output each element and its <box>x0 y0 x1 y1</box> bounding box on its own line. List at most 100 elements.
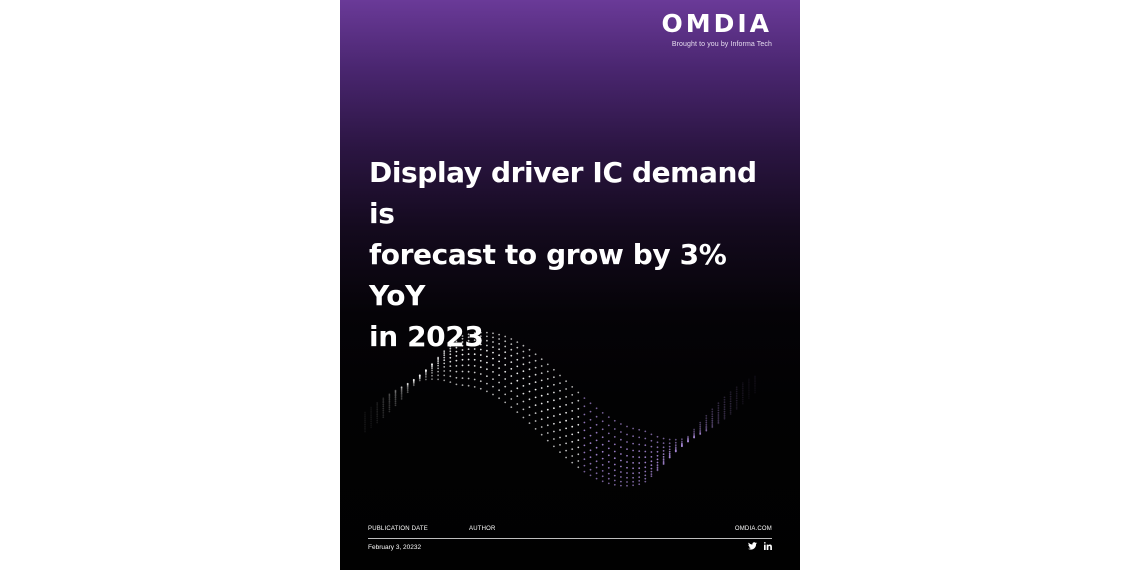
wave-dot <box>577 453 580 456</box>
wave-dot <box>613 483 616 486</box>
wave-dot <box>693 430 695 433</box>
wave-dot <box>486 355 488 358</box>
wave-dot <box>504 401 507 404</box>
wave-dot <box>553 383 555 386</box>
wave-dot <box>717 421 720 423</box>
wave-dot <box>553 430 555 433</box>
wave-dot <box>741 398 744 401</box>
wave-dot <box>553 399 555 402</box>
social-links <box>748 542 772 550</box>
wave-dot <box>443 379 446 382</box>
wave-dot <box>388 410 391 413</box>
wave-dot <box>601 428 604 431</box>
wave-dot <box>565 388 567 390</box>
wave-dot <box>449 365 452 367</box>
wave-dot <box>656 466 659 469</box>
wave-dot <box>406 383 409 386</box>
wave-dot <box>473 358 476 361</box>
wave-dot <box>437 378 439 381</box>
wave-dot <box>449 347 452 350</box>
linkedin-icon[interactable] <box>764 542 772 550</box>
wave-dot <box>364 423 366 426</box>
website-label[interactable]: OMDIA.COM <box>734 526 772 532</box>
wave-dot <box>729 400 732 403</box>
wave-dot <box>577 446 580 449</box>
wave-dot <box>455 350 458 353</box>
wave-dot <box>638 480 641 482</box>
wave-dot <box>595 460 598 463</box>
wave-dot <box>461 335 464 337</box>
wave-dot <box>492 341 494 343</box>
wave-dot <box>449 345 452 348</box>
wave-dot <box>418 375 421 378</box>
wave-dot <box>723 403 726 406</box>
wave-dot <box>510 398 513 400</box>
wave-dot <box>613 479 616 482</box>
wave-dot <box>534 373 537 376</box>
wave-dot <box>546 385 549 388</box>
wave-dot <box>559 374 561 377</box>
wave-dot <box>528 355 531 357</box>
wave-dot <box>626 472 628 474</box>
wave-dot <box>705 417 708 419</box>
wave-dot <box>748 391 750 393</box>
wave-dot <box>473 378 476 381</box>
wave-dot <box>534 366 537 369</box>
wave-dot <box>565 449 567 452</box>
wave-dot <box>492 351 494 354</box>
wave-dot <box>406 386 409 389</box>
wave-dot <box>571 461 574 464</box>
wave-dot <box>388 398 391 401</box>
wave-dot <box>571 433 574 436</box>
wave-dot <box>571 418 574 420</box>
wave-dot <box>650 439 653 442</box>
wave-dot <box>516 387 519 390</box>
wave-dot <box>540 379 543 382</box>
wave-dot <box>486 361 488 364</box>
wave-dot <box>376 415 379 418</box>
wave-dot <box>748 387 750 389</box>
wave-dot <box>601 412 604 414</box>
wave-dot <box>565 380 567 383</box>
wave-dot <box>741 402 744 405</box>
wave-dot <box>705 429 708 432</box>
wave-dot <box>687 437 689 439</box>
wave-dot <box>717 422 720 425</box>
wave-dot <box>546 378 549 380</box>
wave-dot <box>754 382 756 385</box>
wave-dot <box>741 396 744 399</box>
wave-dot <box>467 364 470 367</box>
wave-dot <box>735 402 738 404</box>
wave-dot <box>455 355 458 357</box>
report-cover: OMDIA Brought to you by Informa Tech Dis… <box>340 0 800 570</box>
wave-dot <box>741 385 744 388</box>
wave-dot <box>687 438 689 441</box>
wave-dot <box>595 431 598 434</box>
wave-dot <box>559 429 561 431</box>
wave-dot <box>467 358 470 361</box>
wave-dot <box>461 353 464 356</box>
wave-dot <box>364 429 366 431</box>
wave-dot <box>546 432 549 434</box>
wave-dot <box>412 379 415 382</box>
wave-dot <box>528 406 531 408</box>
wave-dot <box>467 336 470 339</box>
wave-dot <box>656 458 659 461</box>
twitter-icon[interactable] <box>748 542 757 550</box>
wave-dot <box>492 393 494 396</box>
wave-dot <box>412 380 415 382</box>
wave-dot <box>364 411 366 414</box>
wave-dot <box>735 408 738 410</box>
wave-dot <box>729 411 732 414</box>
wave-dot <box>589 434 592 437</box>
wave-dot <box>498 389 500 392</box>
wave-dot <box>565 435 567 437</box>
wave-dot <box>699 430 702 433</box>
wave-dot <box>394 389 397 392</box>
wave-dot <box>528 383 531 385</box>
wave-dot <box>400 398 403 400</box>
wave-dot <box>607 467 610 469</box>
wave-dot <box>522 392 525 395</box>
wave-dot <box>443 354 446 357</box>
wave-dot <box>479 343 482 346</box>
